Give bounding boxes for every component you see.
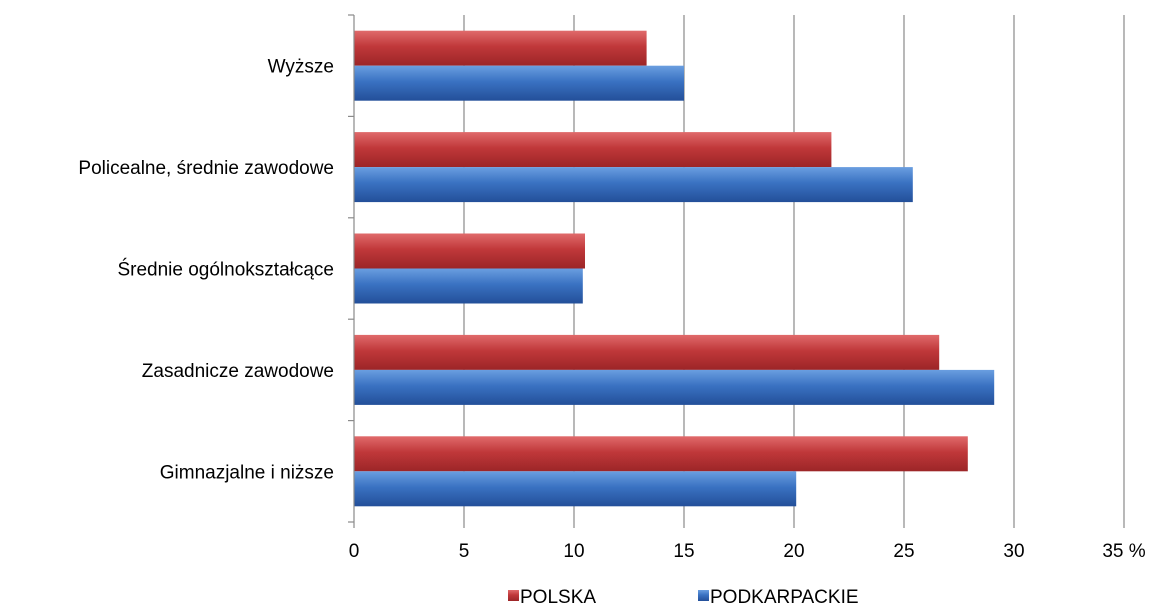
bar-podkarpackie-1 — [354, 369, 995, 405]
bar-polska-0 — [354, 436, 968, 472]
x-tick-labels: 0 5 10 15 20 25 30 35 % — [349, 541, 1146, 562]
legend-label: PODKARPACKIE — [710, 587, 859, 608]
x-tick-label: 0 — [349, 541, 360, 562]
x-tick-label: 35 % — [1102, 541, 1145, 562]
x-tick-label: 15 — [673, 541, 694, 562]
legend-label: POLSKA — [520, 587, 596, 608]
x-tick-label: 5 — [459, 541, 470, 562]
x-tick-label: 25 — [893, 541, 914, 562]
bar-podkarpackie-3 — [354, 167, 913, 203]
bar-polska-2 — [354, 233, 585, 269]
legend-swatch-podkarpackie — [698, 590, 709, 601]
bars — [354, 30, 995, 507]
legend-swatch-polska — [508, 590, 519, 601]
category-labels: Gimnazjalne i niższe Zasadnicze zawodowe Ś… — [78, 57, 334, 484]
axes — [348, 14, 1125, 528]
bar-polska-4 — [354, 30, 647, 66]
x-tick-label: 10 — [563, 541, 584, 562]
bar-podkarpackie-4 — [354, 65, 684, 101]
category-label: Średnie ogólnokształcące — [117, 259, 334, 281]
x-tick-label: 30 — [1003, 541, 1024, 562]
bar-polska-3 — [354, 132, 832, 168]
bar-podkarpackie-2 — [354, 268, 583, 304]
x-tick-label: 20 — [783, 541, 804, 562]
category-label: Zasadnicze zawodowe — [142, 361, 334, 382]
category-label: Wyższe — [268, 57, 334, 78]
legend: POLSKA PODKARPACKIE — [508, 587, 859, 608]
bar-polska-1 — [354, 334, 940, 370]
category-label: Gimnazjalne i niższe — [160, 462, 334, 483]
category-label: Policealne, średnie zawodowe — [78, 158, 334, 179]
bar-podkarpackie-0 — [354, 471, 797, 507]
